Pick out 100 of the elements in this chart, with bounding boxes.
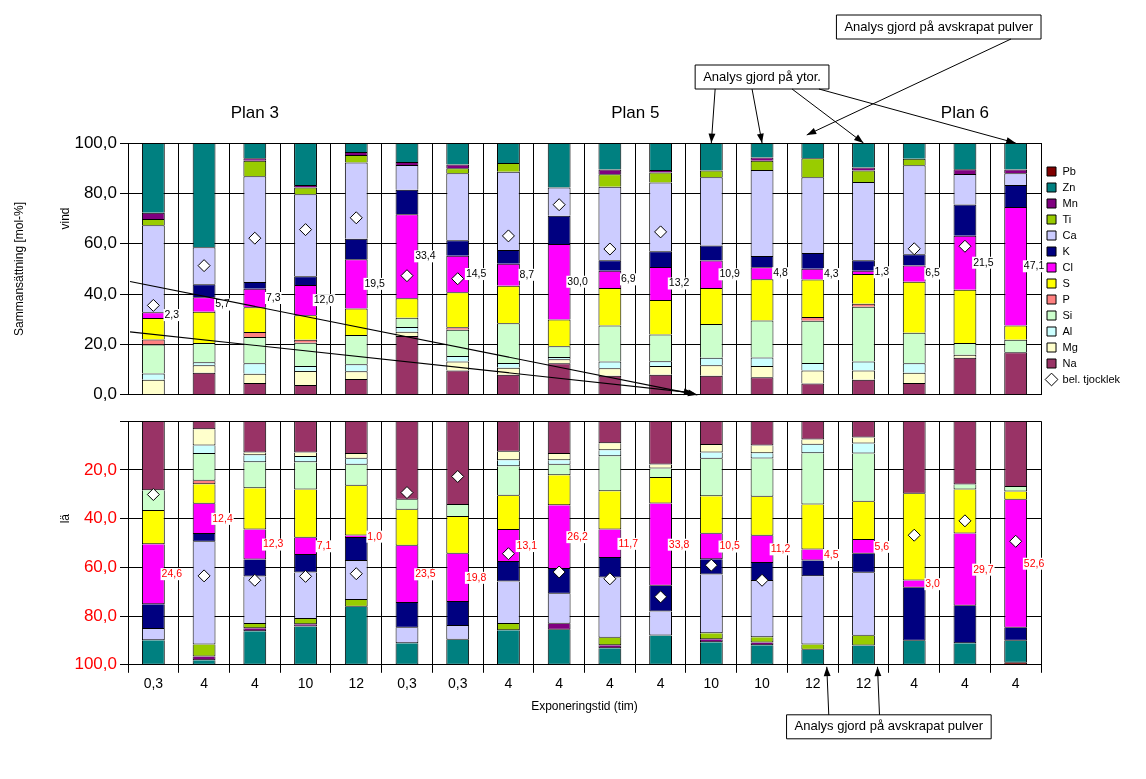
point — [603, 242, 617, 256]
x-tick-label: 4 — [961, 675, 970, 692]
x-tick-label: 4 — [605, 675, 614, 692]
x-tick-label: 12 — [804, 675, 821, 692]
data-label: 11,7 — [618, 536, 639, 549]
y-tick-label: 100,0 — [74, 132, 117, 152]
x-tick-label: 10 — [703, 675, 720, 692]
text: Analys gjord på ytor. — [703, 68, 821, 84]
data-label: 24,6 — [161, 567, 183, 580]
legend-label: S — [1062, 276, 1070, 289]
data-label: 7,1 — [316, 539, 332, 552]
legend-label: Si — [1062, 308, 1073, 321]
text: lä — [58, 513, 73, 524]
x-tick-label: 10 — [754, 675, 771, 692]
point — [907, 242, 921, 256]
data-label: 5,7 — [215, 297, 230, 310]
point — [349, 211, 363, 225]
legend-label: Pb — [1062, 164, 1076, 177]
point — [755, 573, 769, 587]
data-label: 11,2 — [770, 542, 791, 555]
data-label: 14,5 — [465, 266, 487, 279]
y-tick-label: 60,0 — [83, 557, 117, 577]
x-tick-label: 4 — [656, 675, 665, 692]
legend-label: Mn — [1062, 196, 1078, 209]
data-label: 19,8 — [465, 570, 487, 583]
data-label: 10,9 — [719, 267, 741, 280]
x-tick-label: 4 — [504, 675, 513, 692]
data-label: 8,7 — [519, 267, 535, 280]
x-tick-label: 0,3 — [447, 675, 468, 692]
x-tick-label: 4 — [1011, 675, 1020, 692]
text: Plan 3 — [230, 102, 279, 122]
data-label: 4,8 — [773, 266, 788, 279]
point — [501, 229, 515, 243]
data-label: 4,3 — [823, 266, 839, 279]
x-tick-label: 4 — [200, 675, 209, 692]
y-tick-label: 40,0 — [83, 508, 117, 528]
x-axis-title: Exponeringstid (tim) — [531, 699, 638, 714]
y-tick-label: 60,0 — [83, 233, 117, 253]
x-tick-label: 0,3 — [143, 675, 164, 692]
point — [603, 572, 617, 586]
data-label: 12,4 — [212, 511, 233, 524]
data-label: 29,7 — [973, 562, 994, 575]
data-label: 33,8 — [668, 537, 690, 550]
point — [197, 569, 211, 583]
text: Plan 5 — [611, 102, 660, 122]
x-tick-label: 4 — [910, 675, 919, 692]
data-label: 30,0 — [567, 274, 588, 287]
legend-label: Al — [1062, 324, 1073, 337]
text: Analys gjord på avskrapat pulver — [844, 18, 1034, 34]
data-label: 21,5 — [973, 255, 994, 268]
x-tick-label: 12 — [855, 675, 872, 692]
data-label: 33,4 — [415, 249, 436, 262]
y-tick-label: 80,0 — [83, 605, 117, 625]
y-tick-label: 80,0 — [83, 183, 117, 203]
data-label: 1,0 — [367, 529, 383, 542]
point — [958, 239, 972, 253]
data-label: 7,3 — [265, 290, 281, 303]
point — [400, 269, 414, 283]
data-label: 2,3 — [164, 308, 180, 320]
point — [400, 486, 414, 500]
data-label: 13,2 — [668, 276, 690, 289]
point — [451, 470, 465, 483]
data-label: 3,0 — [925, 577, 941, 590]
data-label: 12,0 — [313, 293, 335, 306]
legend-label: bel. tjocklek — [1062, 372, 1121, 385]
data-label: 10,5 — [719, 539, 741, 552]
data-label: 47,1 — [1023, 259, 1045, 272]
legend-label: P — [1062, 292, 1070, 305]
data-label: 6,9 — [620, 272, 636, 285]
text: Analys gjord på avskrapat pulver — [794, 718, 984, 734]
x-tick-label: 4 — [555, 675, 564, 692]
data-label: 13,1 — [516, 538, 538, 551]
data-label: 6,5 — [925, 266, 941, 279]
point — [1009, 534, 1023, 548]
point — [501, 547, 515, 561]
y-tick-label: 20,0 — [83, 459, 117, 479]
data-label: 52,6 — [1023, 556, 1045, 569]
data-label: 12,3 — [263, 537, 284, 550]
point — [552, 565, 566, 579]
point — [654, 225, 668, 239]
y-axis-title: Sammansättning [mol-%] — [11, 201, 26, 336]
data-label: 5,6 — [874, 539, 890, 552]
x-tick-label: 4 — [250, 675, 259, 692]
point — [248, 573, 262, 587]
point — [907, 528, 921, 542]
legend-label: Ti — [1062, 212, 1072, 225]
point — [299, 223, 313, 237]
y-tick-label: 40,0 — [83, 283, 117, 303]
y-tick-label: 0,0 — [93, 384, 117, 404]
text: vind — [58, 207, 73, 230]
data-label: 19,5 — [364, 276, 386, 289]
point — [146, 298, 160, 312]
point — [958, 514, 972, 528]
y-tick-label: 100,0 — [74, 654, 117, 674]
x-tick-label: 10 — [297, 675, 314, 692]
point — [248, 231, 262, 245]
data-label: 1,3 — [874, 265, 890, 278]
legend-label: Na — [1062, 356, 1078, 369]
text: Plan 6 — [940, 102, 990, 122]
x-tick-label: 0,3 — [397, 675, 417, 692]
